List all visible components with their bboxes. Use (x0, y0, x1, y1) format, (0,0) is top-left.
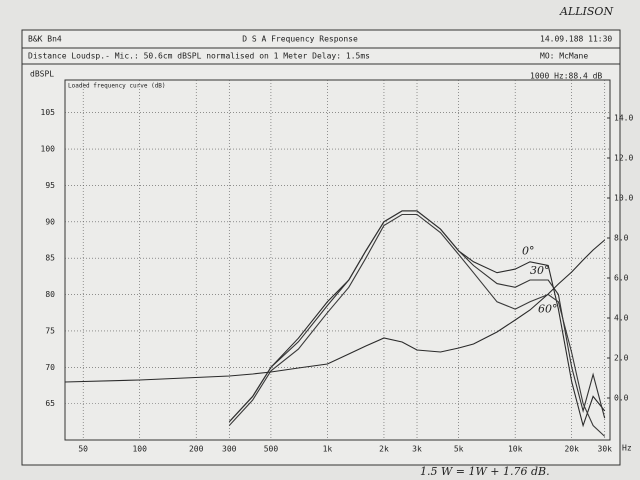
frame (21, 29, 621, 466)
y2-tick-label: 10.0 (614, 194, 633, 203)
y2-tick-label: 14.0 (614, 114, 633, 123)
date: 14.09.188 11:30 (540, 35, 612, 44)
x-tick-label: 50 (78, 445, 88, 454)
y-tick-label: 95 (45, 181, 55, 190)
series-label: 0° (522, 244, 535, 257)
x-tick-label: 10k (508, 445, 523, 454)
series-line (228, 213, 606, 437)
series-line (228, 210, 606, 423)
handwritten-note: 1.5 W = 1W + 1.76 dB. (420, 465, 550, 478)
x-tick-label: 300 (222, 445, 237, 454)
reference-level: 1000 Hz:88.4 dB (530, 72, 602, 81)
y2-tick-label: 2.0 (614, 354, 629, 363)
x-tick-label: 1k (323, 445, 333, 454)
y-tick-label: 85 (45, 254, 55, 263)
device-label: B&K Bn4 (28, 35, 62, 44)
y-tick-label: 90 (45, 217, 55, 226)
y-tick-label: 70 (45, 363, 55, 372)
x-tick-label: 30k (598, 445, 613, 454)
x-tick-label: 200 (189, 445, 204, 454)
y2-tick-label: 8.0 (614, 234, 629, 243)
chart-subtitle: Distance Loudsp.- Mic.: 50.6cm dBSPL nor… (28, 52, 370, 61)
y-axis-label: dBSPL (30, 70, 54, 79)
series-label: 60° (538, 303, 558, 316)
y-tick-label: 100 (41, 145, 56, 154)
y-tick-label: 65 (45, 399, 55, 408)
x-tick-label: 20k (564, 445, 579, 454)
curve-note: Loaded frequency curve (dB) (68, 83, 166, 90)
y2-tick-label: 4.0 (614, 314, 629, 323)
y-tick-label: 80 (45, 290, 55, 299)
series-line (64, 239, 606, 383)
y2-tick-label: 6.0 (614, 274, 629, 283)
x-tick-label: 2k (379, 445, 389, 454)
y2-tick-label: 12.0 (614, 154, 633, 163)
x-tick-label: 5k (454, 445, 464, 454)
x-tick-label: 3k (412, 445, 422, 454)
x-tick-label: 100 (132, 445, 147, 454)
y2-tick-label: 0.0 (614, 394, 629, 403)
handwritten-name: ALLISON (559, 5, 613, 18)
series-label: 30° (530, 264, 550, 277)
x-tick-label: 500 (264, 445, 279, 454)
chart-title: D S A Frequency Response (242, 35, 358, 44)
plot-area (64, 79, 611, 441)
x-axis-label: Hz (622, 444, 632, 453)
y-tick-label: 75 (45, 326, 55, 335)
operator: MO: McMane (540, 52, 588, 61)
y-tick-label: 105 (41, 108, 56, 117)
